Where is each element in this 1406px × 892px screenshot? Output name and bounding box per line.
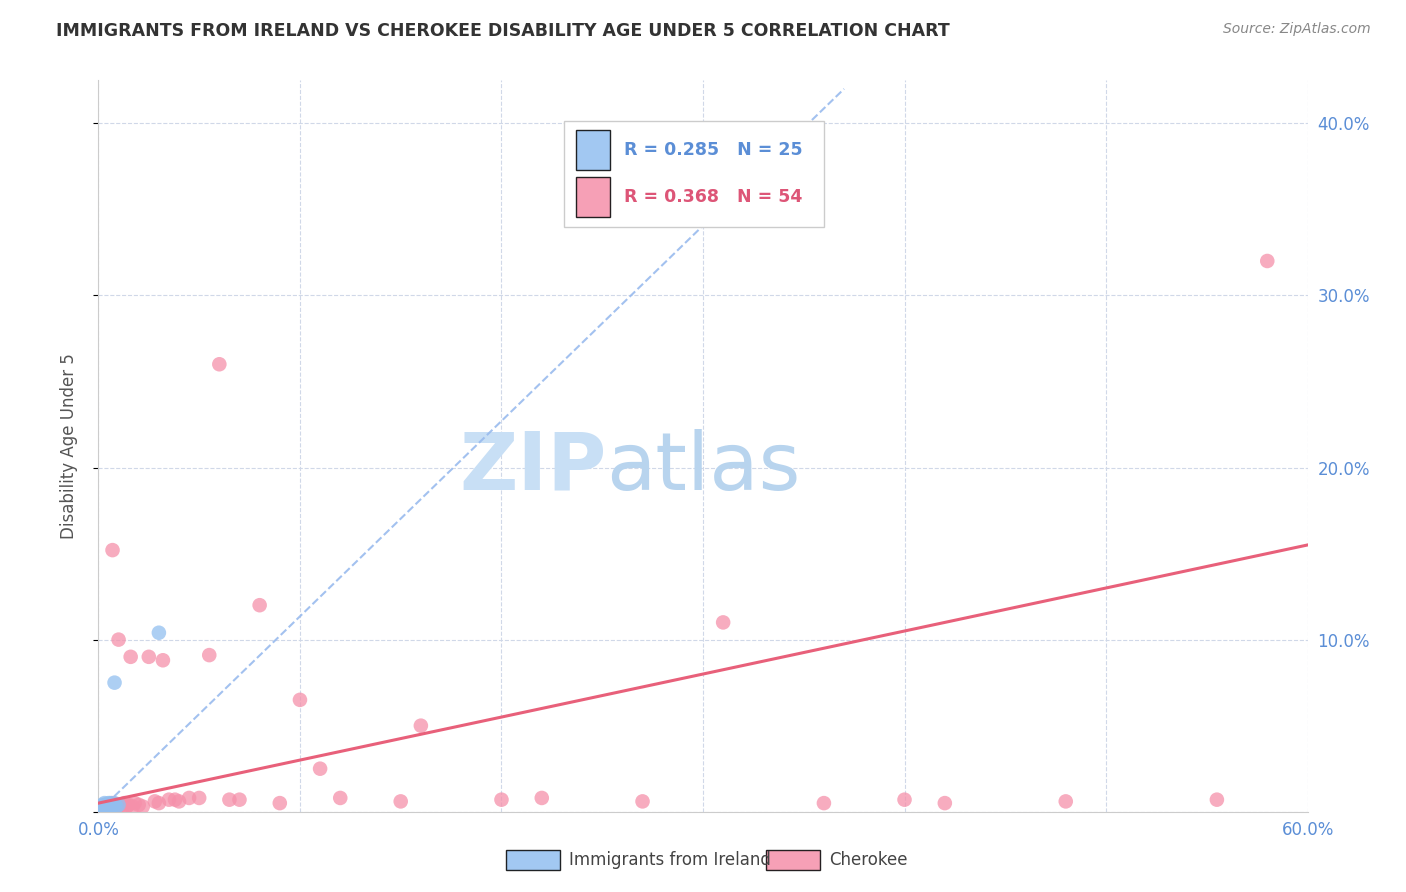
Text: IMMIGRANTS FROM IRELAND VS CHEROKEE DISABILITY AGE UNDER 5 CORRELATION CHART: IMMIGRANTS FROM IRELAND VS CHEROKEE DISA… bbox=[56, 22, 950, 40]
Point bbox=[96, 801, 118, 815]
FancyBboxPatch shape bbox=[766, 850, 820, 870]
Point bbox=[157, 792, 180, 806]
Point bbox=[1256, 254, 1278, 268]
Point bbox=[115, 799, 138, 814]
Point bbox=[228, 792, 250, 806]
FancyBboxPatch shape bbox=[506, 850, 560, 870]
Point bbox=[101, 797, 124, 812]
Y-axis label: Disability Age Under 5: Disability Age Under 5 bbox=[59, 353, 77, 539]
Point bbox=[97, 803, 120, 817]
Point bbox=[288, 693, 311, 707]
Point bbox=[89, 803, 111, 817]
Point bbox=[198, 648, 221, 662]
Point bbox=[148, 625, 170, 640]
Point bbox=[97, 796, 120, 810]
Point bbox=[91, 801, 114, 815]
Text: R = 0.285   N = 25: R = 0.285 N = 25 bbox=[624, 141, 803, 159]
Point bbox=[711, 615, 734, 630]
Point bbox=[111, 799, 134, 814]
Point bbox=[97, 799, 120, 814]
Point bbox=[143, 794, 166, 808]
Text: Immigrants from Ireland: Immigrants from Ireland bbox=[569, 851, 772, 869]
Point bbox=[188, 791, 211, 805]
Point bbox=[329, 791, 352, 805]
Point bbox=[91, 799, 114, 814]
Point bbox=[167, 794, 190, 808]
Point bbox=[93, 801, 115, 815]
Point bbox=[100, 801, 122, 815]
Point bbox=[893, 792, 915, 806]
Point bbox=[179, 791, 201, 805]
Point bbox=[101, 796, 124, 810]
Point bbox=[110, 797, 132, 812]
Point bbox=[93, 803, 115, 817]
Point bbox=[100, 799, 122, 814]
Point bbox=[309, 762, 332, 776]
Point bbox=[409, 719, 432, 733]
Point bbox=[491, 792, 513, 806]
Point bbox=[103, 797, 125, 812]
Point bbox=[208, 357, 231, 371]
Point bbox=[91, 801, 114, 815]
Point bbox=[97, 801, 120, 815]
Point bbox=[93, 796, 115, 810]
Point bbox=[813, 796, 835, 810]
Point bbox=[1206, 792, 1229, 806]
Text: ZIP: ZIP bbox=[458, 429, 606, 507]
Point bbox=[128, 797, 150, 812]
Point bbox=[124, 796, 146, 810]
Point bbox=[103, 796, 125, 810]
Point bbox=[100, 799, 122, 814]
Point bbox=[93, 799, 115, 814]
FancyBboxPatch shape bbox=[576, 177, 610, 217]
Point bbox=[93, 797, 115, 812]
Point bbox=[107, 797, 129, 812]
Point bbox=[121, 799, 143, 814]
Point bbox=[96, 797, 118, 812]
Point bbox=[269, 796, 291, 810]
Point bbox=[107, 632, 129, 647]
Point bbox=[93, 799, 115, 814]
Point bbox=[218, 792, 240, 806]
Point bbox=[138, 649, 160, 664]
Point bbox=[249, 598, 271, 612]
Point bbox=[118, 797, 141, 812]
Point bbox=[132, 799, 155, 814]
Point bbox=[100, 796, 122, 810]
Point bbox=[163, 792, 186, 806]
Point bbox=[103, 797, 125, 812]
Point bbox=[114, 796, 136, 810]
Point bbox=[105, 797, 128, 812]
FancyBboxPatch shape bbox=[564, 120, 824, 227]
Point bbox=[101, 543, 124, 558]
Point bbox=[148, 796, 170, 810]
Point bbox=[631, 794, 654, 808]
Point bbox=[1054, 794, 1077, 808]
Point bbox=[96, 799, 118, 814]
Point bbox=[530, 791, 553, 805]
Point bbox=[103, 799, 125, 814]
Point bbox=[105, 799, 128, 814]
Point bbox=[934, 796, 956, 810]
Point bbox=[96, 799, 118, 814]
Point bbox=[103, 675, 125, 690]
Point bbox=[96, 801, 118, 815]
FancyBboxPatch shape bbox=[576, 130, 610, 170]
Point bbox=[152, 653, 174, 667]
Point bbox=[91, 797, 114, 812]
Text: R = 0.368   N = 54: R = 0.368 N = 54 bbox=[624, 188, 803, 206]
Text: atlas: atlas bbox=[606, 429, 800, 507]
Point bbox=[97, 797, 120, 812]
Point bbox=[389, 794, 412, 808]
Text: Source: ZipAtlas.com: Source: ZipAtlas.com bbox=[1223, 22, 1371, 37]
Point bbox=[97, 797, 120, 812]
Text: Cherokee: Cherokee bbox=[830, 851, 908, 869]
Point bbox=[120, 649, 142, 664]
